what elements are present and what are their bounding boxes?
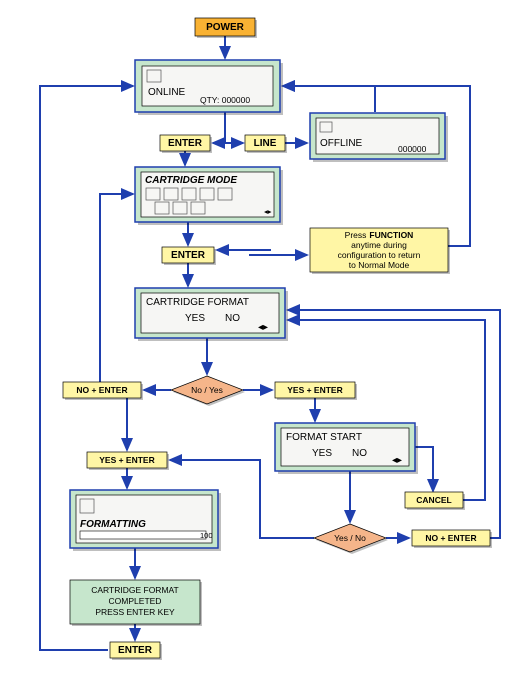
enter3-node: ENTER [110,642,162,660]
line-node: LINE [245,135,287,153]
enter2-node: ENTER [162,247,216,265]
decision-yes-no: Yes / No [314,524,388,554]
svg-text:CANCEL: CANCEL [416,495,451,505]
svg-text:NO + ENTER: NO + ENTER [76,385,127,395]
svg-text:YES + ENTER: YES + ENTER [287,385,343,395]
cartfmt-panel: CARTRIDGE FORMAT YES NO ◂▸ [135,288,288,341]
svg-text:NO + ENTER: NO + ENTER [425,533,476,543]
svg-text:◂▸: ◂▸ [392,455,402,466]
svg-text:ENTER: ENTER [168,138,203,149]
svg-text:CARTRIDGE FORMAT: CARTRIDGE FORMAT [91,585,179,595]
formatting-title: FORMATTING [80,519,146,530]
offline-sub: 000000 [398,144,427,154]
svg-text:to Normal Mode: to Normal Mode [349,260,410,270]
cancel-node: CANCEL [405,492,465,510]
function-note: PressFUNCTION anytime during configurati… [310,228,450,274]
offline-title: OFFLINE [320,138,363,149]
yesenter1-node: YES + ENTER [275,382,357,400]
svg-text:PressFUNCTION: PressFUNCTION [345,230,414,240]
flowchart: POWER ONLINE QTY: 000000 OFFLINE 000000 … [0,0,517,685]
svg-text:YES: YES [185,313,205,324]
svg-text:anytime during: anytime during [351,240,407,250]
decision-no-yes: No / Yes [171,376,245,406]
svg-text:NO: NO [352,448,367,459]
svg-text:YES + ENTER: YES + ENTER [99,455,155,465]
cartmode-panel: CARTRIDGE MODE ◂▸ [135,167,283,225]
formatting-panel: FORMATTING 100 [70,490,221,551]
svg-text:ENTER: ENTER [118,645,153,656]
svg-text:YES: YES [312,448,332,459]
online-title: ONLINE [148,87,186,98]
power-node: POWER [195,18,257,38]
svg-text:100: 100 [200,531,213,540]
svg-text:configuration to return: configuration to return [338,250,421,260]
online-sub: QTY: 000000 [200,95,250,105]
fmtstart-panel: FORMAT START YES NO ◂▸ [275,423,418,474]
noenter2-node: NO + ENTER [412,530,492,548]
offline-panel: OFFLINE 000000 [310,113,448,162]
svg-text:◂▸: ◂▸ [258,322,268,333]
yesenter2-node: YES + ENTER [87,452,169,470]
enter1-node: ENTER [160,135,212,153]
noenter-node: NO + ENTER [63,382,143,400]
cartfmt-title: CARTRIDGE FORMAT [146,297,249,308]
svg-text:NO: NO [225,313,240,324]
svg-text:Yes / No: Yes / No [334,533,366,543]
svg-text:ENTER: ENTER [171,250,206,261]
svg-text:No / Yes: No / Yes [191,385,223,395]
complete-node: CARTRIDGE FORMAT COMPLETED PRESS ENTER K… [70,580,202,626]
fmtstart-title: FORMAT START [286,432,362,443]
svg-text:◂▸: ◂▸ [264,207,272,216]
svg-text:LINE: LINE [254,138,277,149]
power-label: POWER [206,22,245,33]
cartmode-title: CARTRIDGE MODE [145,175,237,186]
online-panel: ONLINE QTY: 000000 [135,60,283,115]
svg-text:PRESS ENTER KEY: PRESS ENTER KEY [95,607,175,617]
svg-text:COMPLETED: COMPLETED [109,596,162,606]
